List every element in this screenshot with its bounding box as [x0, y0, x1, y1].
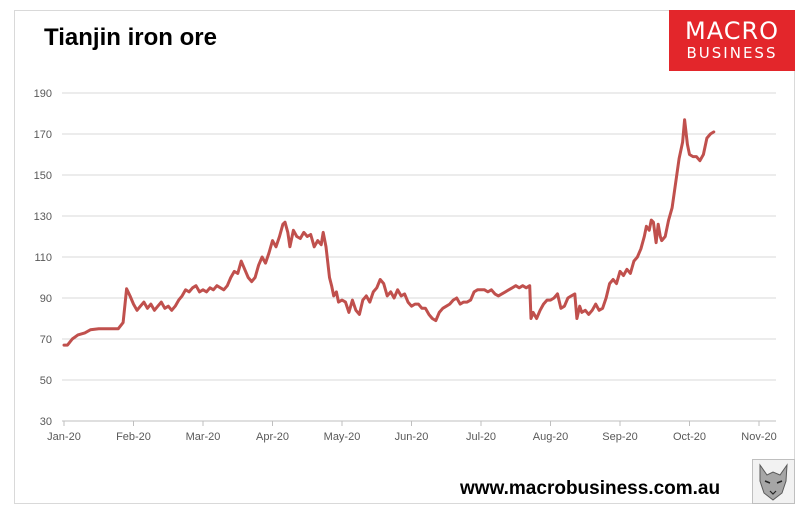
y-tick-label: 130 — [34, 211, 52, 223]
x-tick-label: Apr-20 — [256, 431, 289, 443]
logo-line-1: MACRO — [684, 17, 780, 45]
y-tick-label: 190 — [34, 88, 52, 100]
macrobusiness-logo: MACRO BUSINESS — [669, 10, 795, 71]
y-tick-label: 170 — [34, 129, 52, 141]
x-tick-label: Jun-20 — [395, 431, 429, 443]
x-tick-label: May-20 — [324, 431, 361, 443]
x-tick-label: Sep-20 — [602, 431, 637, 443]
x-tick-label: Aug-20 — [533, 431, 568, 443]
x-tick-label: Jan-20 — [47, 431, 81, 443]
y-tick-label: 150 — [34, 170, 52, 182]
website-url: www.macrobusiness.com.au — [460, 478, 721, 499]
wolf-logo-icon — [752, 459, 795, 504]
x-tick-label: Feb-20 — [116, 431, 151, 443]
y-tick-label: 30 — [40, 416, 52, 428]
y-tick-label: 70 — [40, 334, 52, 346]
y-tick-label: 50 — [40, 375, 52, 387]
x-axis-ticks: Jan-20 Feb-20 Mar-20 Apr-20 May-20 Jun-20 Jul-… — [47, 421, 777, 443]
gridlines — [62, 92, 776, 422]
y-axis-ticks: 30 50 70 90 110 130 150 170 190 — [34, 88, 52, 428]
chart-title: Tianjin iron ore — [44, 24, 217, 51]
logo-line-2: BUSINESS — [686, 44, 778, 62]
x-tick-label: Mar-20 — [186, 431, 221, 443]
x-tick-label: Oct-20 — [673, 431, 706, 443]
y-tick-label: 110 — [34, 252, 52, 264]
y-tick-label: 90 — [40, 293, 52, 305]
series-line — [62, 118, 716, 347]
x-tick-label: Jul-20 — [466, 431, 496, 443]
x-tick-label: Nov-20 — [741, 431, 776, 443]
